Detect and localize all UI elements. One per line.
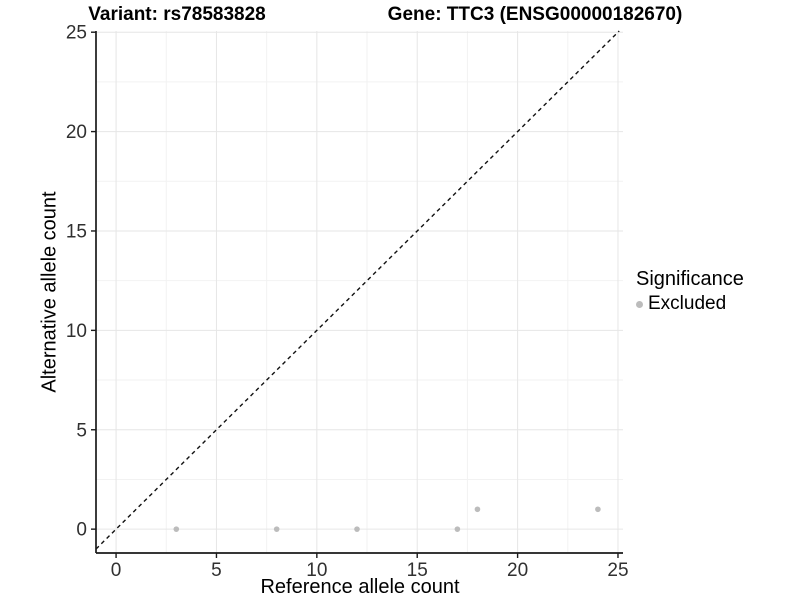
y-tick-label: 25 — [66, 23, 87, 44]
y-tick-label: 15 — [66, 221, 87, 242]
data-point — [474, 506, 481, 513]
x-axis-title: Reference allele count — [260, 576, 460, 598]
data-point — [595, 506, 601, 513]
y-tick-label: 10 — [66, 321, 87, 342]
plot-title-variant: Variant: rs78583828 — [88, 4, 266, 25]
x-tick-label: 0 — [111, 560, 122, 581]
x-tick-label: 5 — [211, 560, 222, 581]
data-point — [354, 526, 360, 532]
data-point — [454, 526, 461, 532]
y-axis-title: Alternative allele count — [38, 191, 61, 393]
legend-item-excluded: Excluded — [636, 293, 744, 315]
x-tick-label: 20 — [507, 560, 528, 581]
x-tick-label: 25 — [607, 560, 628, 581]
y-tick-label: 5 — [76, 420, 87, 441]
plot-title-gene: Gene: TTC3 (ENSG00000182670) — [387, 4, 683, 25]
excluded-point-icon — [636, 300, 643, 308]
legend-item-label: Excluded — [648, 293, 727, 314]
legend-title: Significance — [636, 268, 744, 290]
y-tick-label: 20 — [66, 122, 87, 143]
data-point — [273, 526, 280, 532]
x-tick-label: 10 — [306, 560, 327, 581]
y-tick-label: 0 — [76, 520, 87, 541]
x-tick-label: 15 — [407, 560, 428, 581]
data-point — [173, 526, 180, 532]
identity-reference-line — [95, 30, 620, 550]
legend: Significance Excluded — [636, 268, 744, 315]
